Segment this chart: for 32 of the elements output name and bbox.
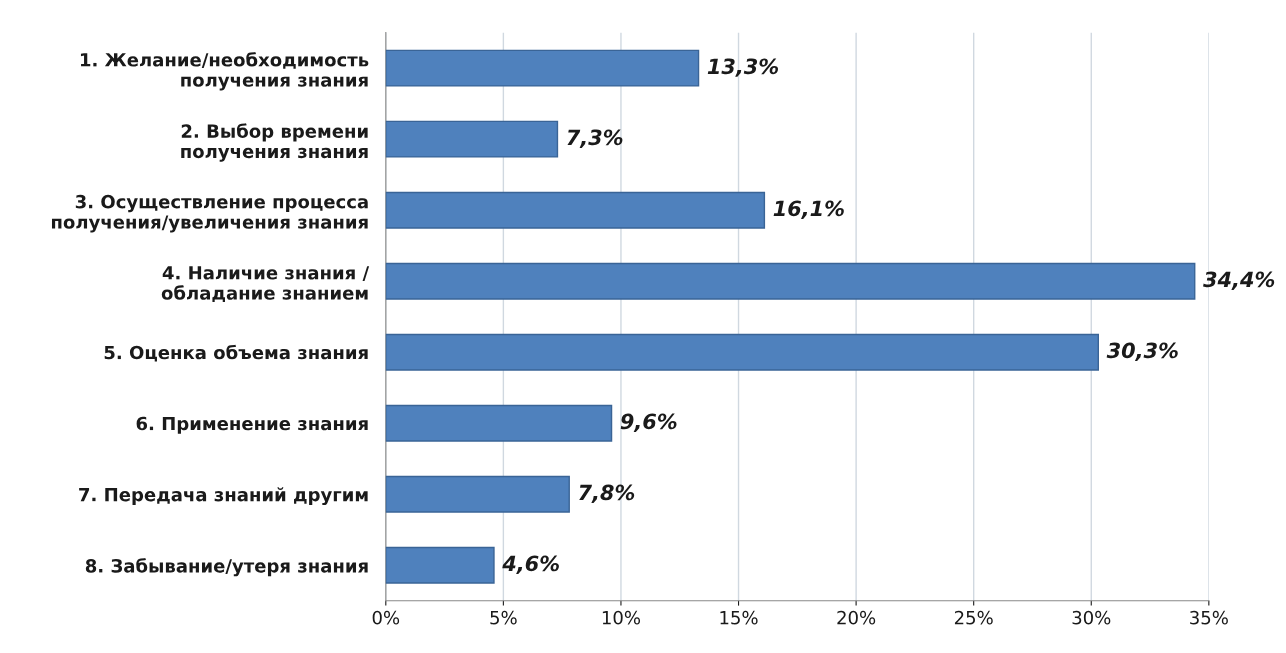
y-tick-label: 6. Применение знания (136, 416, 368, 434)
bar (385, 475, 570, 513)
x-tick-label: 15% (720, 610, 758, 625)
x-tick-label: 30% (1072, 610, 1111, 625)
data-label: 7,3% (567, 129, 623, 148)
data-label: 13,3% (707, 58, 779, 77)
y-tick-label: 5. Оценка объема знания (104, 344, 368, 362)
data-label: 30,3% (1106, 342, 1178, 361)
data-label: 7,8% (579, 484, 635, 503)
x-tick-label: 10% (602, 610, 641, 625)
x-tick-label: 35% (1190, 610, 1228, 625)
y-tick-label: 3. Осуществление процесса получения/увеличения знания (51, 194, 368, 233)
y-tick-label: 1. Желание/необходимость получения знания (80, 52, 369, 91)
y-tick-label: 7. Передача знаний другим (79, 487, 368, 506)
x-tick-label: 25% (954, 610, 993, 625)
bar (385, 404, 613, 442)
x-tick-label: 0% (372, 610, 400, 625)
x-tick-label: 20% (837, 610, 876, 625)
bar (385, 262, 1196, 300)
y-tick-label: 8. Забывание/утеря знания (85, 558, 368, 577)
bar (385, 546, 495, 584)
bar (385, 333, 1100, 371)
data-label: 9,6% (620, 413, 677, 432)
data-label: 16,1% (773, 200, 844, 219)
data-label: 4,6% (502, 555, 559, 574)
y-tick-label: 2. Выбор времени получения знания (181, 123, 368, 162)
bar (385, 120, 559, 158)
bar (385, 49, 700, 87)
bar (385, 191, 766, 229)
y-tick-label: 4. Наличие знания / обладание знанием (161, 266, 370, 303)
x-tick-label: 5% (490, 610, 517, 625)
data-label: 34,4% (1203, 271, 1275, 290)
